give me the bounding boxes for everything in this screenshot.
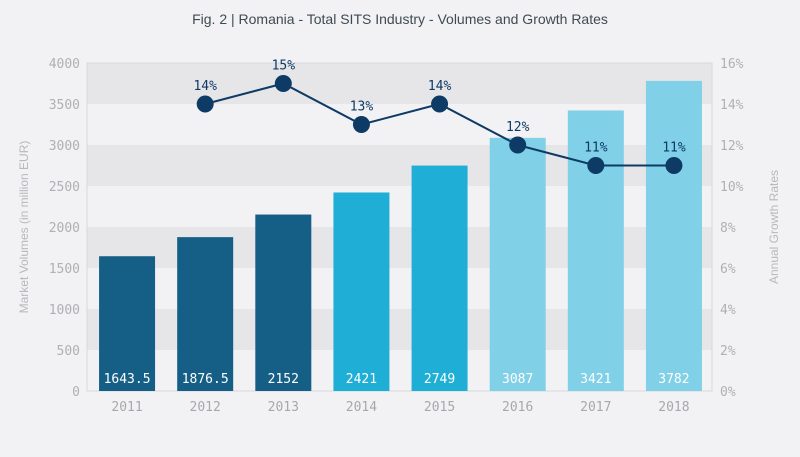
- x-tick-label: 2012: [190, 400, 221, 415]
- x-tick-label: 2018: [658, 400, 689, 415]
- y-tick-label: 500: [57, 344, 80, 359]
- x-tick-label: 2014: [346, 400, 377, 415]
- y2-tick-label: 14%: [720, 98, 744, 113]
- y2-tick-label: 8%: [720, 221, 736, 236]
- bar: [411, 165, 468, 391]
- growth-point: [587, 157, 605, 174]
- bar: [99, 256, 156, 391]
- chart-title: Fig. 2 | Romania - Total SITS Industry -…: [192, 11, 608, 27]
- growth-point: [274, 75, 292, 92]
- x-tick-label: 2013: [268, 400, 299, 415]
- bar-value-label: 1876.5: [182, 372, 229, 387]
- growth-point: [509, 136, 527, 154]
- y-tick-label: 1500: [49, 262, 80, 277]
- y-tick-label: 4000: [49, 57, 80, 72]
- growth-point: [431, 95, 449, 113]
- growth-label: 12%: [506, 120, 530, 135]
- grid-band: [87, 63, 712, 104]
- bar: [645, 80, 702, 391]
- y2-tick-label: 6%: [720, 262, 736, 277]
- growth-label: 14%: [193, 79, 217, 94]
- y-tick-label: 2000: [49, 221, 80, 236]
- y2-tick-label: 10%: [720, 180, 744, 195]
- y-axis-label: Market Volumes (in million EUR): [17, 141, 31, 314]
- bar: [333, 192, 390, 391]
- bar-value-label: 2749: [424, 372, 455, 387]
- bar-value-label: 3782: [658, 372, 689, 387]
- y-tick-label: 2500: [49, 180, 80, 195]
- y-tick-label: 1000: [49, 303, 80, 318]
- y2-tick-label: 4%: [720, 303, 736, 318]
- y-tick-label: 3500: [49, 98, 80, 113]
- y2-tick-label: 12%: [720, 139, 744, 154]
- y2-tick-label: 16%: [720, 57, 744, 72]
- bar-value-label: 2421: [346, 372, 377, 387]
- x-tick-label: 2015: [424, 400, 455, 415]
- y-tick-label: 3000: [49, 139, 80, 154]
- growth-label: 11%: [662, 141, 686, 156]
- y2-axis-label: Annual Growth Rates: [767, 170, 781, 284]
- bar: [255, 214, 312, 391]
- x-tick-label: 2016: [502, 400, 533, 415]
- bar-value-label: 1643.5: [104, 372, 151, 387]
- bar-value-label: 2152: [268, 372, 299, 387]
- growth-label: 11%: [584, 141, 608, 156]
- bar: [489, 137, 546, 391]
- y2-tick-label: 2%: [720, 344, 736, 359]
- growth-label: 15%: [272, 59, 296, 74]
- y-tick-label: 0: [72, 385, 80, 400]
- growth-point: [352, 116, 370, 133]
- x-tick-label: 2011: [111, 400, 142, 415]
- plot-frame: [86, 62, 713, 392]
- growth-point: [665, 157, 683, 174]
- bar-value-label: 3087: [502, 372, 533, 387]
- growth-point: [196, 95, 214, 113]
- bar: [177, 237, 234, 391]
- growth-label: 13%: [350, 100, 374, 115]
- y2-tick-label: 0%: [720, 385, 736, 400]
- growth-label: 14%: [428, 79, 452, 94]
- bar-value-label: 3421: [580, 372, 611, 387]
- x-tick-label: 2017: [580, 400, 611, 415]
